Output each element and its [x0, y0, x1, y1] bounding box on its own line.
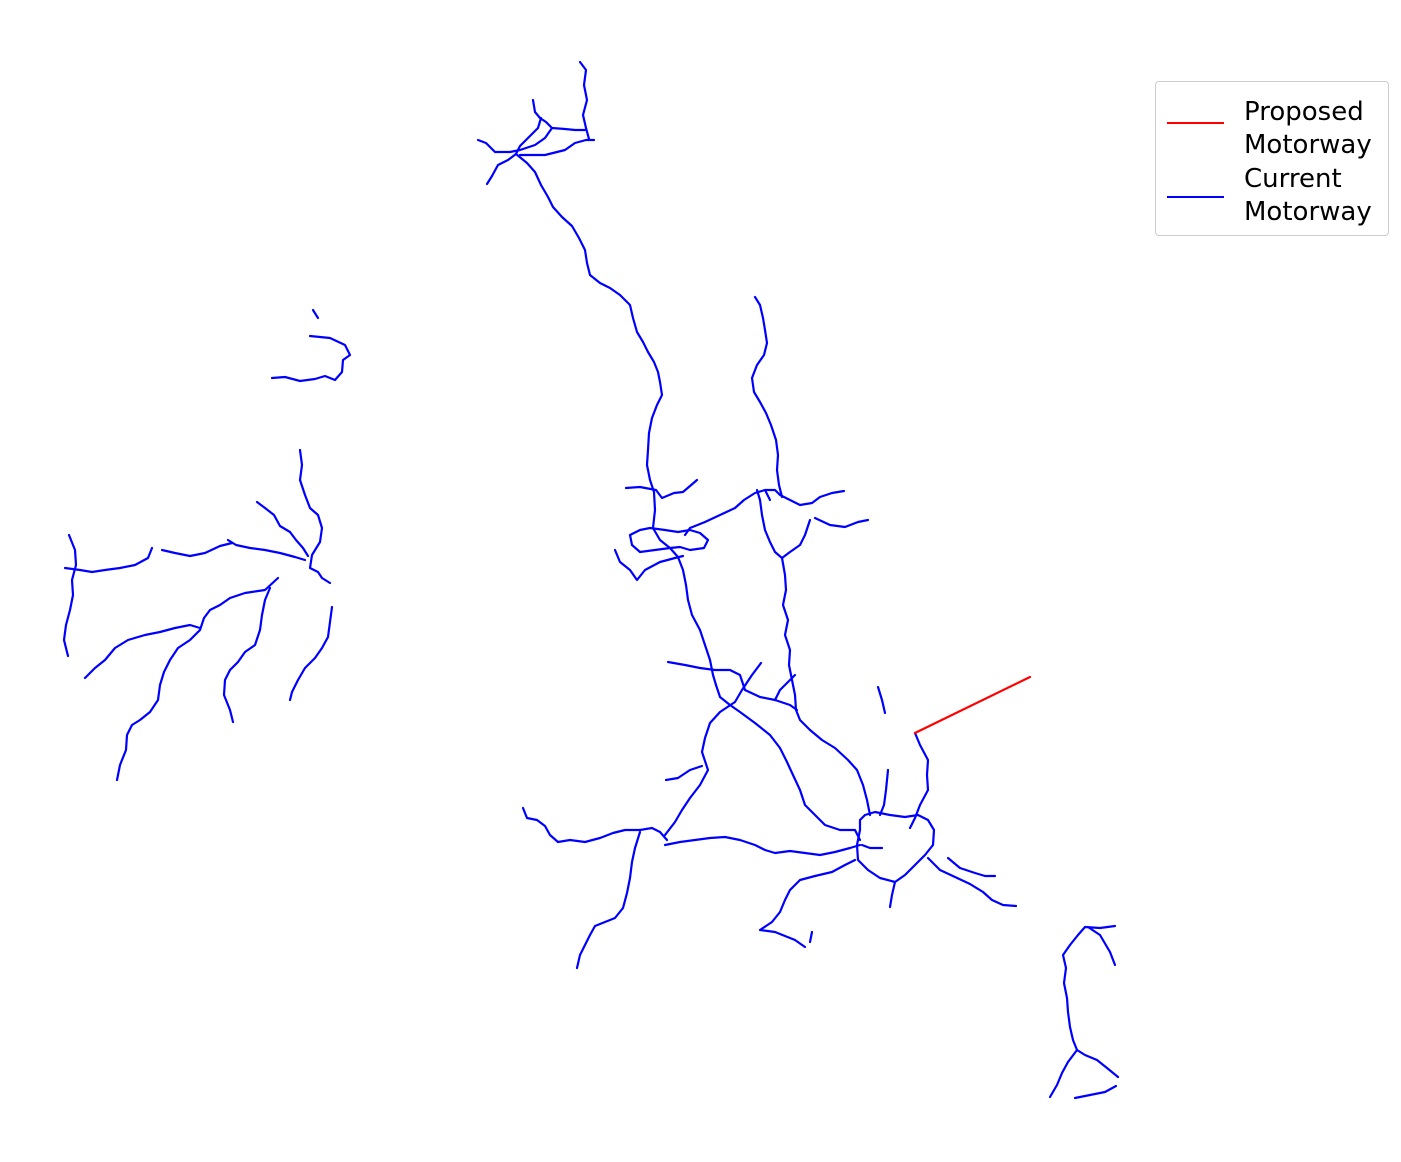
proposed-motorway-network: [913, 675, 1032, 735]
current-motorway-segment: [311, 308, 320, 320]
current-motorway-segment: [663, 661, 763, 837]
current-motorway-segment: [160, 541, 234, 558]
current-motorway-segment: [750, 295, 784, 499]
legend-label-current: Current Motorway: [1244, 164, 1372, 227]
current-motorway-segment: [624, 478, 699, 500]
current-motorway-segment: [613, 548, 685, 582]
current-motorway-segment: [755, 488, 762, 502]
current-motorway-segment: [1073, 1084, 1118, 1100]
current-motorway-segment: [628, 526, 710, 554]
legend-label-proposed: Proposed Motorway: [1244, 97, 1372, 160]
current-motorway-segment: [813, 516, 870, 529]
current-motorway-segment: [514, 152, 664, 494]
current-motorway-segment: [1086, 925, 1117, 967]
current-motorway-segment: [226, 538, 307, 562]
legend-entry-current: Current Motorway: [1156, 164, 1390, 234]
current-motorway-segment: [683, 488, 846, 537]
current-motorway-segment: [763, 488, 772, 502]
legend-entry-proposed: Proposed Motorway: [1156, 90, 1390, 160]
current-motorway-segment: [666, 660, 799, 712]
current-line-swatch: [1167, 196, 1224, 198]
proposed-motorway-segment: [913, 675, 1032, 735]
current-motorway-segment: [521, 806, 669, 844]
current-motorway-segment: [808, 930, 814, 944]
current-motorway-segment: [876, 685, 887, 715]
current-motorway-segment: [115, 576, 280, 782]
current-motorway-segment: [518, 138, 596, 157]
current-motorway-segment: [1048, 1048, 1079, 1099]
current-motorway-segment: [578, 60, 591, 141]
current-motorway-segment: [298, 448, 332, 585]
current-motorway-network: [62, 60, 1120, 1100]
current-motorway-segment: [531, 98, 587, 132]
current-motorway-segment: [758, 858, 857, 949]
current-motorway-segment: [270, 334, 352, 383]
current-motorway-segment: [1061, 924, 1120, 1079]
current-motorway-segment: [651, 490, 718, 687]
current-motorway-segment: [476, 126, 554, 154]
current-motorway-segment: [860, 843, 884, 850]
current-motorway-segment: [780, 518, 812, 560]
current-motorway-segment: [758, 498, 872, 817]
current-motorway-segment: [888, 880, 897, 909]
current-motorway-segment: [855, 810, 936, 884]
current-motorway-segment: [83, 623, 202, 680]
current-motorway-segment: [62, 533, 78, 658]
current-motorway-segment: [908, 731, 930, 830]
proposed-line-swatch: [1167, 122, 1224, 124]
current-motorway-segment: [255, 500, 310, 558]
current-motorway-segment: [575, 830, 642, 970]
current-motorway-segment: [222, 586, 272, 724]
current-motorway-segment: [63, 546, 154, 574]
current-motorway-segment: [664, 764, 704, 782]
current-motorway-segment: [663, 835, 862, 857]
current-motorway-segment: [878, 768, 890, 817]
current-motorway-segment: [946, 856, 997, 878]
current-motorway-segment: [714, 683, 862, 842]
current-motorway-segment: [926, 856, 1018, 908]
current-motorway-segment: [288, 605, 334, 702]
current-motorway-segment: [773, 673, 797, 702]
map-legend: Proposed Motorway Current Motorway: [1155, 81, 1389, 236]
